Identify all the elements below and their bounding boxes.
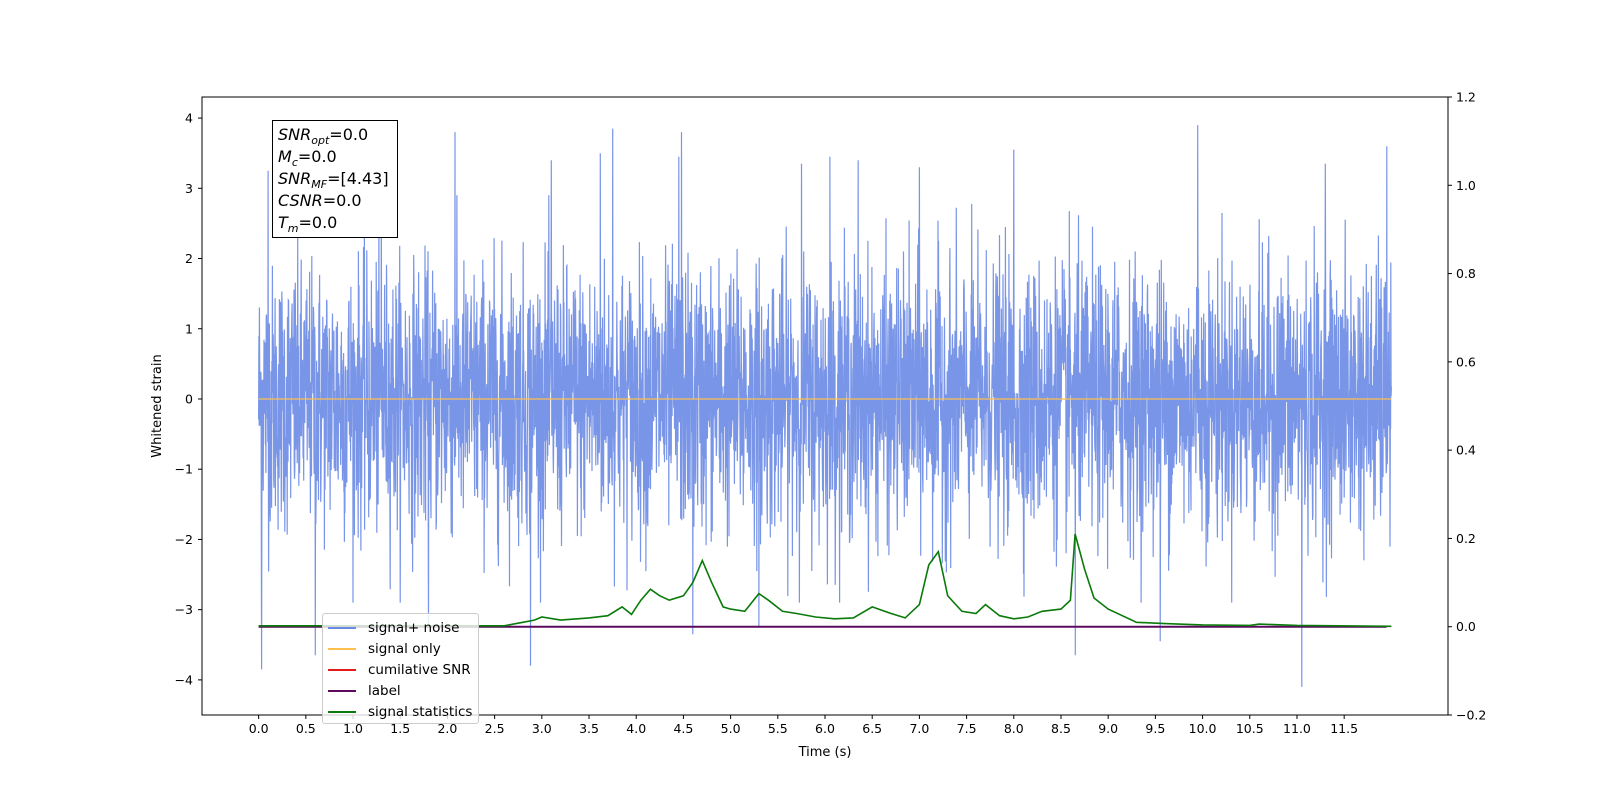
x-tick-label: 6.0 xyxy=(815,721,835,736)
x-tick-label: 1.5 xyxy=(390,721,410,736)
x-tick-label: 5.5 xyxy=(768,721,788,736)
legend-item-cumulative-snr: cumilative SNR xyxy=(328,659,478,680)
legend-swatch xyxy=(328,710,356,713)
legend: signal+ noise signal only cumilative SNR… xyxy=(322,613,479,724)
legend-swatch xyxy=(328,668,356,671)
x-tick-label: 5.0 xyxy=(721,721,741,736)
x-tick-label: 8.0 xyxy=(1004,721,1024,736)
legend-item-signal-noise: signal+ noise xyxy=(328,617,478,638)
signal-noise-series xyxy=(258,125,1392,687)
y2-tick-label: −0.2 xyxy=(1456,708,1486,723)
y-tick-label: 3 xyxy=(185,181,193,196)
signal-noise-trace xyxy=(258,125,1392,687)
x-tick-label: 3.0 xyxy=(532,721,552,736)
stat-csnr: CSNR=0.0 xyxy=(278,191,362,210)
y-axis-left: −4 −3 −2 −1 0 1 2 3 4 xyxy=(175,111,202,687)
x-tick-label: 6.5 xyxy=(862,721,882,736)
legend-swatch xyxy=(328,647,356,650)
signal-statistics-series xyxy=(258,533,1392,628)
y-tick-label: −4 xyxy=(175,672,193,687)
legend-swatch xyxy=(328,689,356,692)
x-tick-label: 11.5 xyxy=(1330,721,1358,736)
x-tick-label: 2.5 xyxy=(485,721,505,736)
y2-tick-label: 0.4 xyxy=(1456,443,1476,458)
y-tick-label: 2 xyxy=(185,251,193,266)
x-tick-label: 10.0 xyxy=(1189,721,1217,736)
stat-snr-opt: SNRopt=0.0 xyxy=(278,125,369,148)
stat-mc: Mc=0.0 xyxy=(278,147,337,170)
y-tick-label: 4 xyxy=(185,111,193,126)
legend-swatch xyxy=(328,626,356,629)
x-tick-label: 4.5 xyxy=(673,721,693,736)
x-axis: 0.0 0.5 1.0 1.5 2.0 2.5 3.0 3.5 4.0 4.5 5.0 5.5 6.0 6… xyxy=(249,715,1358,736)
y-tick-label: −1 xyxy=(175,462,193,477)
stat-snr-mf: SNRMF=[4.43] xyxy=(278,169,389,192)
y-tick-label: −2 xyxy=(175,532,193,547)
y-tick-label: 0 xyxy=(185,391,193,406)
x-tick-label: 0.5 xyxy=(296,721,316,736)
y-axis-right: −0.2 0.0 0.2 0.4 0.6 0.8 1.0 1.2 xyxy=(1448,90,1486,723)
y2-tick-label: 1.2 xyxy=(1456,90,1476,105)
x-tick-label: 8.5 xyxy=(1051,721,1071,736)
y-axis-label: Whitened strain xyxy=(150,354,165,457)
y-tick-label: 1 xyxy=(185,321,193,336)
y-tick-label: −3 xyxy=(175,602,193,617)
y2-tick-label: 0.8 xyxy=(1456,266,1476,281)
y2-tick-label: 0.6 xyxy=(1456,354,1476,369)
x-tick-label: 3.5 xyxy=(579,721,599,736)
stat-tm: Tm=0.0 xyxy=(278,213,338,236)
x-tick-label: 9.0 xyxy=(1098,721,1118,736)
y2-tick-label: 1.0 xyxy=(1456,178,1476,193)
x-tick-label: 9.5 xyxy=(1145,721,1165,736)
legend-item-label: label xyxy=(328,680,478,701)
legend-item-signal-only: signal only xyxy=(328,638,478,659)
x-tick-label: 4.0 xyxy=(626,721,646,736)
x-tick-label: 2.0 xyxy=(437,721,457,736)
x-tick-label: 0.0 xyxy=(249,721,269,736)
x-tick-label: 1.0 xyxy=(343,721,363,736)
y2-tick-label: 0.2 xyxy=(1456,531,1476,546)
x-tick-label: 11.0 xyxy=(1283,721,1311,736)
x-tick-label: 10.5 xyxy=(1236,721,1264,736)
legend-item-signal-statistics: signal statistics xyxy=(328,701,478,722)
y2-tick-label: 0.0 xyxy=(1456,619,1476,634)
x-tick-label: 7.0 xyxy=(909,721,929,736)
x-tick-label: 7.5 xyxy=(957,721,977,736)
stats-annotation-box: SNRopt=0.0 Mc=0.0 SNRMF=[4.43] CSNR=0.0 … xyxy=(272,120,398,238)
x-axis-label: Time (s) xyxy=(798,745,852,760)
